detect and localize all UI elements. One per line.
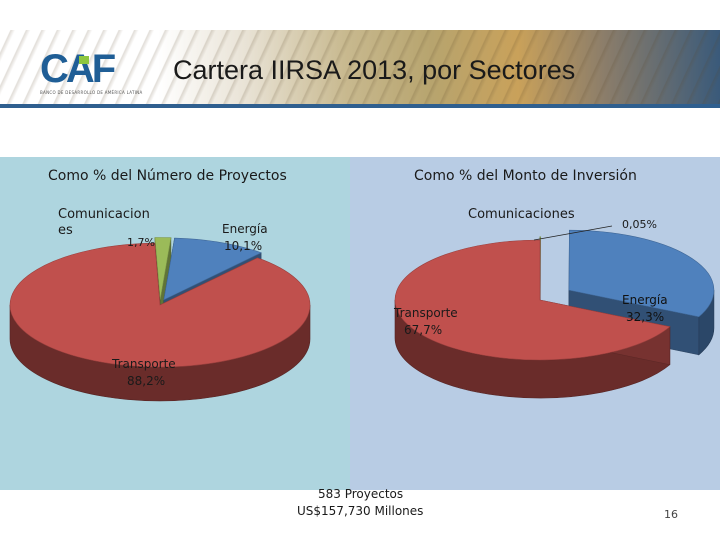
chart-2-slice-transporte [394, 239, 671, 399]
chart-2-label-energia: Energía [622, 293, 668, 307]
chart-1-label-transporte: Transporte [112, 357, 176, 371]
chart-1-label-comunicaciones: Comunicacion es [58, 207, 150, 238]
header-bottom-rule [0, 104, 720, 108]
chart-1-value-transporte: 88,2% [127, 374, 166, 388]
footer-projects: 583 Proyectos [318, 487, 404, 501]
chart-2-value-comunicaciones: 0,05% [622, 218, 657, 231]
chart-1-value-comunicaciones: 1,7% [127, 236, 155, 249]
chart-2-value-energia: 32,3% [626, 310, 665, 324]
header-banner [0, 30, 720, 105]
chart-2-label-comunicaciones: Comunicaciones [468, 207, 575, 222]
logo-caption: BANCO DE DESARROLLO DE AMÉRICA LATINA [40, 90, 143, 95]
chart-1-slice-transporte [9, 242, 311, 402]
chart-1-label-energia: Energía [222, 222, 268, 236]
chart-2-top-energia [568, 229, 715, 318]
chart-2-title: Como % del Monto de Inversión [414, 168, 637, 184]
chart-2-value-transporte: 67,7% [404, 323, 443, 337]
chart-2-label-transporte: Transporte [394, 306, 458, 320]
chart-2-leader-line [533, 225, 613, 241]
logo-lettering: CAF [40, 47, 115, 91]
chart-1-title: Como % del Número de Proyectos [48, 168, 287, 184]
chart-2-top-transporte [394, 239, 671, 361]
chart-1-top-energia [163, 237, 262, 301]
caf-logo: CAF [40, 47, 118, 91]
chart-1-top-comunicaciones [154, 237, 172, 300]
footer-amount: US$157,730 Millones [297, 504, 424, 518]
chart-1-value-energia: 10,1% [224, 239, 263, 253]
page-title: Cartera IIRSA 2013, por Sectores [173, 55, 576, 85]
chart-1-top-transporte [9, 242, 311, 368]
page-number: 16 [664, 508, 678, 521]
logo-accent-green [79, 56, 89, 64]
